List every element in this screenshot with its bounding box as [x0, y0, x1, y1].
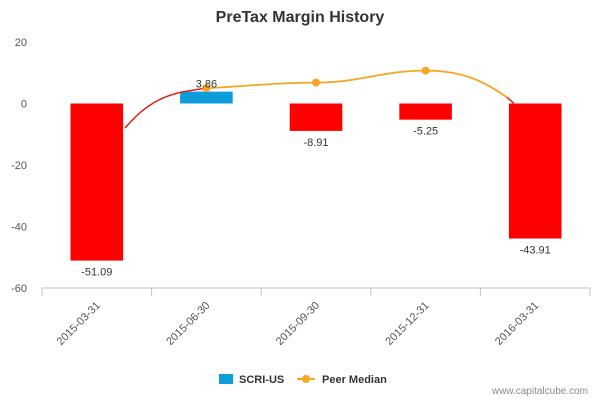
chart-title: PreTax Margin History: [216, 9, 385, 26]
data-label: -8.91: [303, 137, 328, 149]
legend-swatch-scri-us[interactable]: [219, 374, 233, 384]
x-tick-label: 2016-03-31: [493, 300, 541, 348]
y-tick-label: -60: [11, 283, 27, 295]
legend-marker-peer-median[interactable]: [302, 375, 310, 383]
bar[interactable]: [70, 103, 124, 261]
data-label: -43.91: [520, 245, 551, 257]
bars: [70, 91, 562, 261]
x-tick-label: 2015-09-30: [274, 300, 322, 348]
peer-median-line-segment: [124, 87, 207, 129]
x-tick-label: 2015-03-31: [55, 300, 103, 348]
data-label: -51.09: [81, 267, 112, 279]
bar[interactable]: [508, 103, 562, 239]
x-tick-label: 2015-12-31: [383, 300, 431, 348]
peer-median-point[interactable]: [202, 84, 211, 93]
bar[interactable]: [289, 103, 343, 131]
peer-median-line: [124, 66, 515, 129]
legend[interactable]: SCRI-US Peer Median: [219, 374, 387, 386]
bar[interactable]: [180, 91, 233, 104]
data-labels: -51.09 3.86 -8.91 -5.25 -43.91: [81, 79, 551, 279]
peer-median-point[interactable]: [421, 66, 430, 75]
legend-label-scri-us[interactable]: SCRI-US: [239, 374, 284, 386]
x-tick-label: 2015-06-30: [164, 300, 212, 348]
peer-median-line-path: [206, 69, 508, 99]
y-tick-label: 20: [15, 37, 27, 49]
data-label: 3.86: [196, 79, 217, 91]
y-tick-label: -20: [11, 160, 27, 172]
peer-median-line-segment: [506, 96, 515, 104]
y-tick-label: 0: [21, 99, 27, 111]
y-tick-label: -40: [11, 222, 27, 234]
peer-median-point[interactable]: [312, 78, 320, 87]
legend-label-peer-median[interactable]: Peer Median: [322, 374, 387, 386]
credit-text: www.capitalcube.com: [491, 386, 588, 397]
data-label: -5.25: [413, 126, 438, 138]
bar[interactable]: [399, 103, 452, 120]
